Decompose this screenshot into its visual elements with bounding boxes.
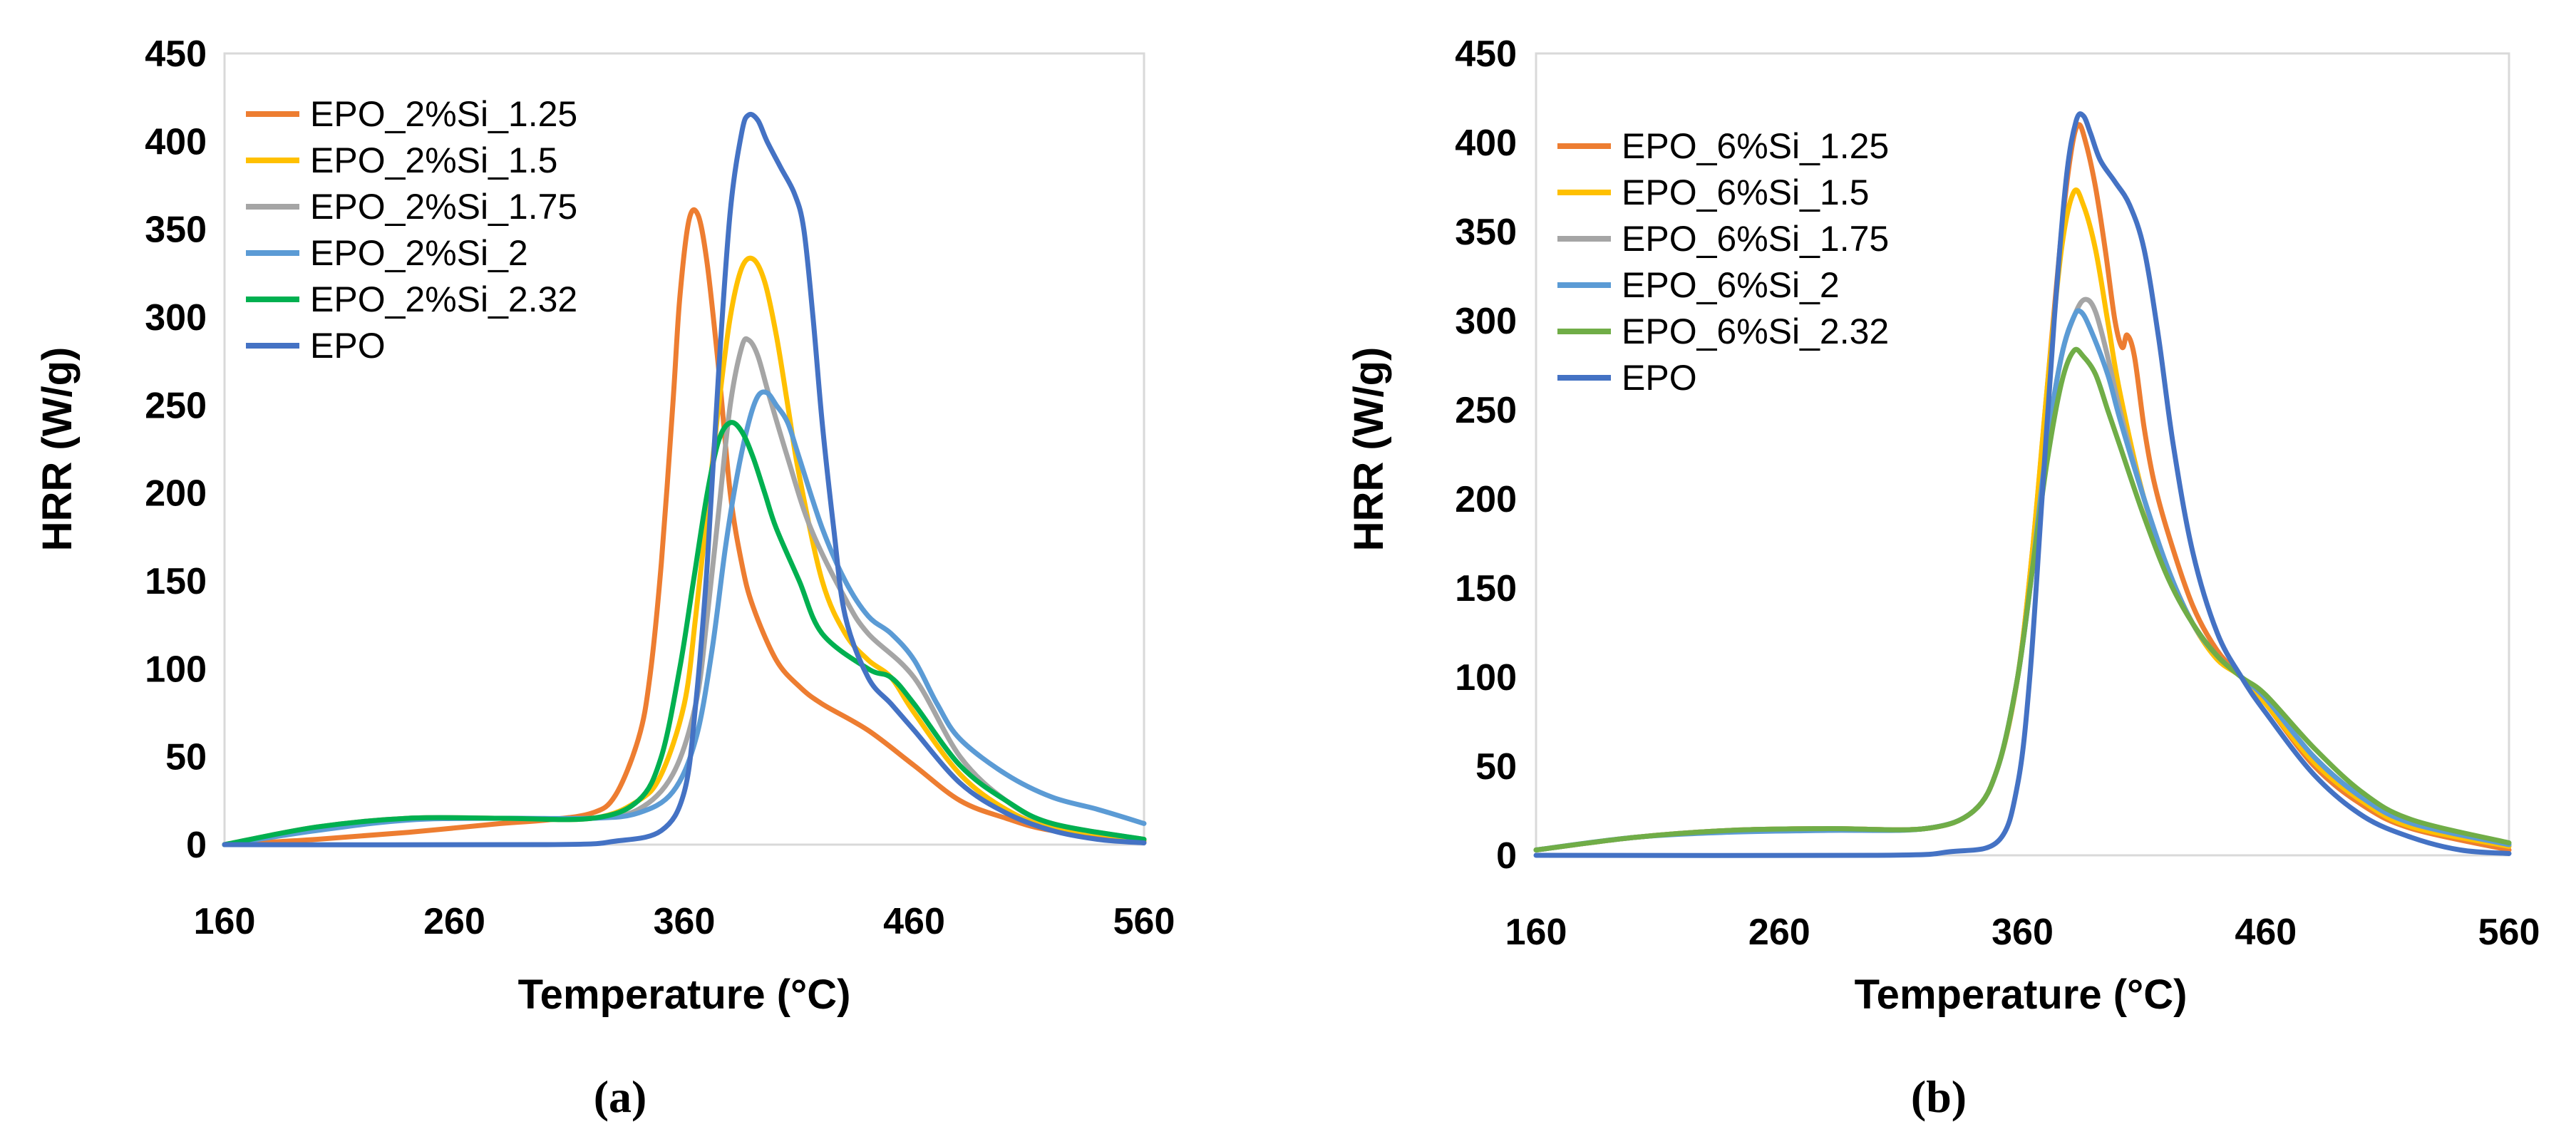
panel-caption-b: (b)	[1911, 1071, 1967, 1122]
legend-label: EPO_6%Si_1.75	[1622, 219, 1889, 259]
x-axis-ticks-b: 160 260 360 460 560	[1505, 912, 2540, 953]
y-tick-label: 0	[1496, 835, 1517, 877]
y-tick-label: 450	[145, 34, 207, 75]
x-tick-label: 160	[194, 901, 256, 942]
y-tick-label: 100	[1455, 657, 1517, 699]
y-tick-label: 350	[1455, 212, 1517, 253]
x-axis-ticks-a: 160 260 360 460 560	[194, 901, 1175, 942]
legend-item: EPO	[246, 326, 386, 366]
series-line-epo	[222, 111, 1147, 847]
legend-label: EPO_2%Si_2	[310, 233, 528, 273]
y-tick-label: 450	[1455, 34, 1517, 75]
x-tick-label: 360	[654, 901, 716, 942]
legend-item: EPO_6%Si_1.25	[1557, 126, 1889, 166]
x-tick-label: 560	[2478, 912, 2540, 953]
y-axis-label-b: HRR (W/g)	[1346, 347, 1392, 552]
y-axis-ticks-a: 0 50 100 150 200 250 300 350 400 450	[145, 34, 207, 866]
panel-caption-a: (a)	[594, 1071, 647, 1122]
legend-item: EPO_2%Si_2.32	[246, 279, 577, 319]
legend-item: EPO_6%Si_2	[1557, 265, 1840, 305]
plot-area-b	[1535, 52, 2510, 857]
x-tick-label: 460	[883, 901, 945, 942]
y-tick-label: 350	[145, 210, 207, 251]
legend-item: EPO_6%Si_2.32	[1557, 311, 1889, 351]
legend-label: EPO_2%Si_1.5	[310, 140, 557, 180]
y-tick-label: 150	[145, 561, 207, 602]
legend-item: EPO_2%Si_1.25	[246, 94, 577, 134]
y-tick-label: 400	[1455, 123, 1517, 164]
legend-label: EPO_6%Si_1.25	[1622, 126, 1889, 166]
y-tick-label: 150	[1455, 568, 1517, 609]
x-tick-label: 460	[2235, 912, 2297, 953]
x-tick-label: 360	[1992, 912, 2054, 953]
y-tick-label: 100	[145, 649, 207, 690]
series-lines-b	[1533, 111, 2512, 858]
legend-item: EPO_6%Si_1.5	[1557, 172, 1869, 212]
y-tick-label: 50	[165, 737, 207, 778]
legend-item: EPO	[1557, 358, 1697, 398]
chart-panel-a: 0 50 100 150 200 250 300 350 400 450 160 260 360 460…	[34, 34, 1175, 1122]
y-tick-label: 250	[145, 385, 207, 426]
legend-label: EPO_2%Si_1.25	[310, 94, 577, 134]
series-line-epo	[1533, 111, 2512, 858]
legend-b: EPO_6%Si_1.25 EPO_6%Si_1.5 EPO_6%Si_1.75 EP…	[1557, 126, 1889, 398]
y-tick-label: 200	[145, 473, 207, 515]
legend-label: EPO	[1622, 358, 1697, 398]
y-tick-label: 300	[145, 297, 207, 339]
y-tick-label: 300	[1455, 301, 1517, 342]
series-lines-a	[222, 111, 1147, 847]
x-tick-label: 160	[1505, 912, 1567, 953]
x-tick-label: 260	[1748, 912, 1810, 953]
y-axis-label-a: HRR (W/g)	[34, 347, 81, 552]
y-axis-ticks-b: 0 50 100 150 200 250 300 350 400 450	[1455, 34, 1517, 877]
y-tick-label: 0	[186, 825, 207, 866]
legend-label: EPO_6%Si_1.5	[1622, 172, 1869, 212]
legend-item: EPO_2%Si_1.5	[246, 140, 557, 180]
legend-item: EPO_2%Si_1.75	[246, 187, 577, 227]
legend-label: EPO_2%Si_2.32	[310, 279, 577, 319]
x-axis-label-a: Temperature (°C)	[518, 972, 851, 1018]
y-tick-label: 250	[1455, 390, 1517, 431]
x-tick-label: 260	[423, 901, 485, 942]
legend-label: EPO	[310, 326, 386, 366]
y-tick-label: 200	[1455, 479, 1517, 520]
legend-label: EPO_6%Si_2.32	[1622, 311, 1889, 351]
x-tick-label: 560	[1113, 901, 1175, 942]
series-line-epo-2-si-2-32	[222, 420, 1147, 847]
y-tick-label: 50	[1475, 746, 1517, 788]
legend-label: EPO_2%Si_1.75	[310, 187, 577, 227]
legend-label: EPO_6%Si_2	[1622, 265, 1840, 305]
chart-panel-b: 0 50 100 150 200 250 300 350 400 450 160 260 360 460…	[1346, 34, 2540, 1122]
legend-item: EPO_2%Si_2	[246, 233, 528, 273]
legend-item: EPO_6%Si_1.75	[1557, 219, 1889, 259]
x-axis-label-b: Temperature (°C)	[1855, 972, 2188, 1018]
y-tick-label: 400	[145, 121, 207, 163]
legend-a: EPO_2%Si_1.25 EPO_2%Si_1.5 EPO_2%Si_1.75 EP…	[246, 94, 577, 366]
series-line-epo-6-si-2-32	[1533, 346, 2512, 852]
